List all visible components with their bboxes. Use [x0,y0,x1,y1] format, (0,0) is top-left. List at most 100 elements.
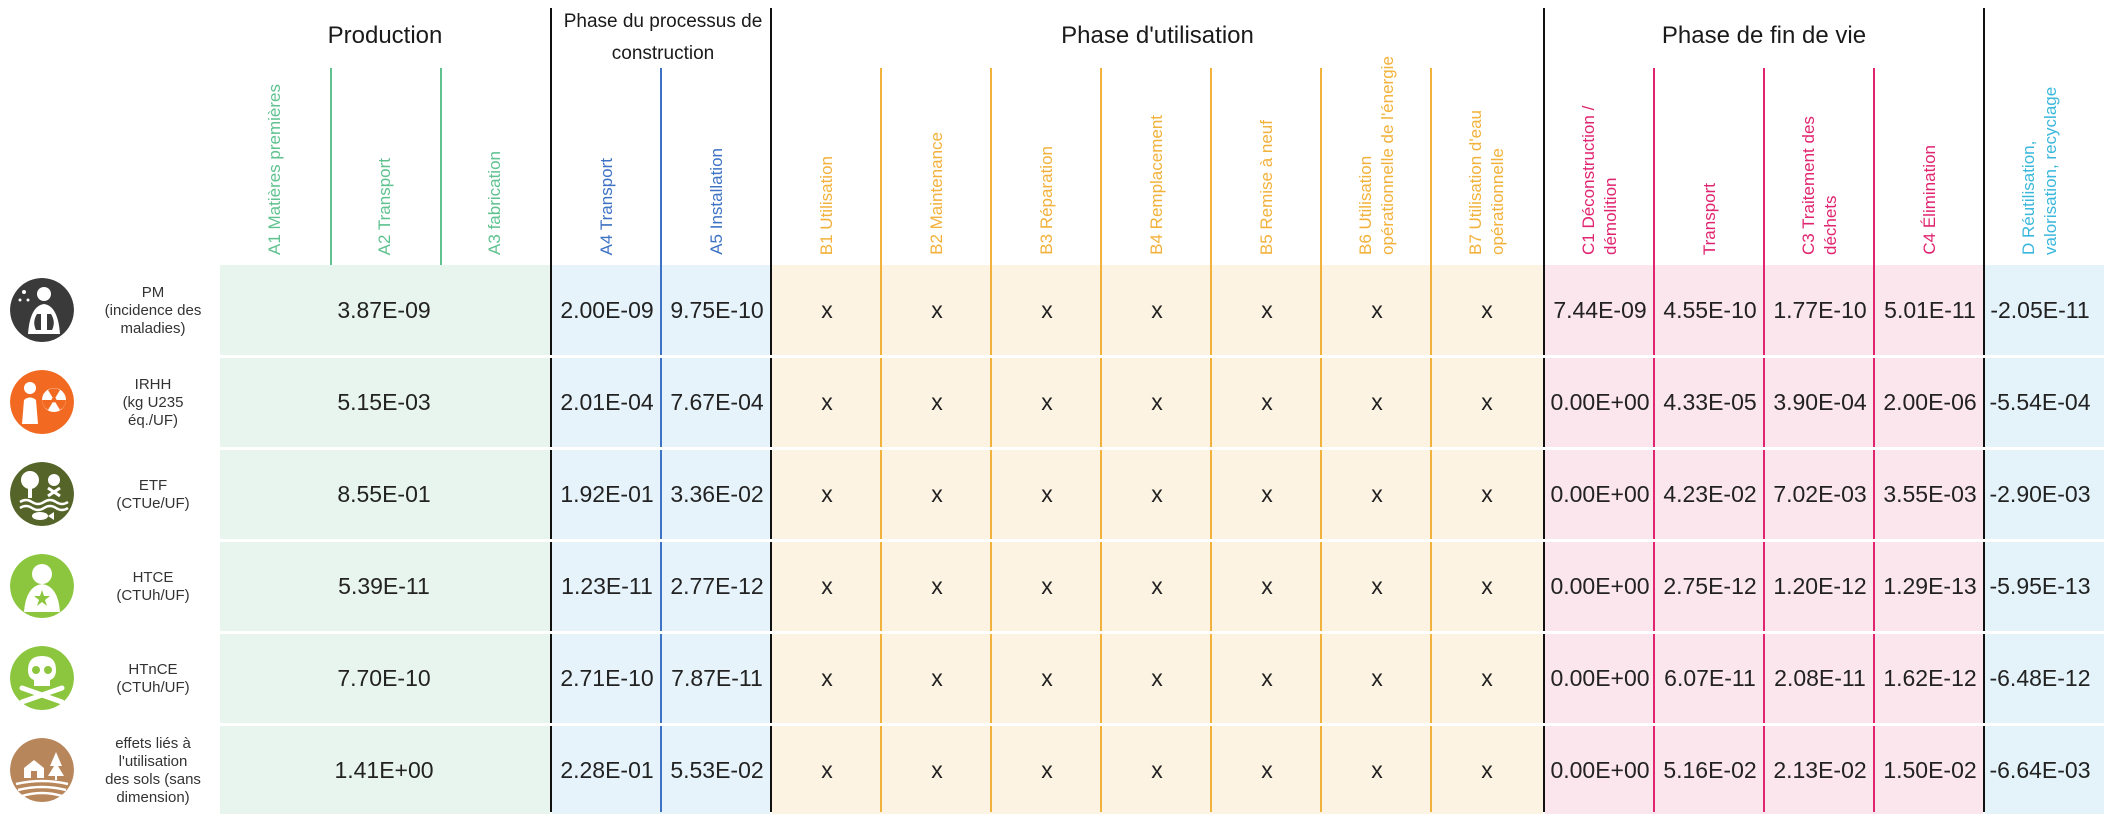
value-cell-c4: 1.29E-13 [1883,572,1977,599]
value-cell-a5: 5.53E-02 [670,756,764,783]
value-cell-b1: x [821,388,833,415]
column-header-label: A4 Transport [597,157,616,255]
indicator-label-text: HTCE (CTUh/UF) [116,569,190,604]
group-title-construction: Phase du processus de construction [563,11,763,64]
value-cell-b2: x [931,664,943,691]
value-cell-c2: 5.16E-02 [1663,756,1757,783]
column-header-label: B1 Utilisation [817,155,836,255]
row-separator [218,355,2104,358]
value-cell-c4: 1.62E-12 [1883,664,1977,691]
row-separator [218,631,2104,634]
value-cell-c1: 0.00E+00 [1550,756,1650,783]
skull-crossbones-icon [10,646,74,710]
value-cell-d: -5.54E-04 [1989,388,2091,415]
value-cell-d: -5.95E-13 [1989,572,2091,599]
column-header-b2: B2 Maintenance [882,132,992,255]
column-header-label: A2 Transport [375,157,394,255]
indicator-label-text: HTnCE (CTUh/UF) [116,661,190,696]
indicator-label: HTCE (CTUh/UF) [88,541,218,633]
construction-divider [660,68,662,812]
production-value-cell: 3.87E-09 [337,296,431,323]
value-cell-b4: x [1151,480,1163,507]
utilisation-divider [1430,68,1432,812]
column-header-label: B6 Utilisation opérationnelle de l'énerg… [1356,56,1397,255]
value-cell-b6: x [1371,296,1383,323]
value-cell-b1: x [821,572,833,599]
column-header-label: B7 Utilisation d'eau opérationnelle [1466,110,1507,255]
value-cell-a5: 3.36E-02 [670,480,764,507]
indicator-label: ETF (CTUe/UF) [88,449,218,541]
group-divider [770,8,772,812]
production-value-cell: 7.70E-10 [337,664,431,691]
value-cell-c2: 2.75E-12 [1663,572,1757,599]
value-cell-c3: 1.77E-10 [1773,296,1867,323]
utilisation-divider [1100,68,1102,812]
value-cell-b7: x [1481,756,1493,783]
value-cell-b7: x [1481,572,1493,599]
column-header-a3: A3 fabrication [440,151,550,255]
value-cell-c4: 2.00E-06 [1883,388,1977,415]
value-cell-b1: x [821,480,833,507]
column-header-label: A5 Installation [707,148,726,255]
value-cell-c2: 6.07E-11 [1664,664,1756,691]
value-cell-b7: x [1481,664,1493,691]
fin-de-vie-divider [1653,68,1655,812]
value-cell-c1: 0.00E+00 [1550,480,1650,507]
value-cell-b2: x [931,572,943,599]
value-cell-d: -2.05E-11 [1990,296,2090,323]
value-cell-c4: 5.01E-11 [1884,296,1976,323]
value-cell-a4: 2.28E-01 [560,756,654,783]
row-separator [218,447,2104,450]
value-cell-a5: 9.75E-10 [670,296,764,323]
value-cell-c3: 1.20E-12 [1773,572,1867,599]
value-cell-b4: x [1151,572,1163,599]
value-cell-b3: x [1041,572,1053,599]
column-header-label: B2 Maintenance [927,132,946,255]
column-header-c1: C1 Déconstruction / démolition [1545,55,1655,255]
ecotoxicity-tree-fish-icon [10,462,74,526]
indicator-label: effets liés à l'utilisation des sols (sa… [88,725,218,817]
value-cell-d: -6.48E-12 [1989,664,2091,691]
value-cell-b4: x [1151,296,1163,323]
value-cell-b5: x [1261,388,1273,415]
column-header-label: A3 fabrication [485,151,504,255]
value-cell-b3: x [1041,756,1053,783]
column-header-label: D Réutilisation, valorisation, recyclage [2019,86,2060,255]
fin-de-vie-divider [1763,68,1765,812]
production-header-divider [440,68,442,265]
value-cell-c1: 0.00E+00 [1550,572,1650,599]
value-cell-d: -6.64E-03 [1989,756,2091,783]
value-cell-b5: x [1261,480,1273,507]
group-divider [1543,8,1545,812]
group-divider [550,8,552,812]
column-header-label: Transport [1700,182,1719,255]
indicator-label-text: IRHH (kg U235 éq./UF) [122,376,184,429]
production-value-cell: 8.55E-01 [337,480,431,507]
group-title-fin-de-vie: Phase de fin de vie [1661,22,1867,49]
indicator-label-text: ETF (CTUe/UF) [116,477,190,512]
value-cell-a4: 2.71E-10 [560,664,654,691]
value-cell-b2: x [931,388,943,415]
fin-de-vie-divider [1873,68,1875,812]
value-cell-b5: x [1261,664,1273,691]
column-header-b7: B7 Utilisation d'eau opérationnelle [1432,55,1542,255]
value-cell-b2: x [931,756,943,783]
column-header-b1: B1 Utilisation [772,156,882,255]
column-header-label: C4 Élimination [1920,145,1939,255]
production-value-cell: 5.39E-11 [338,572,430,599]
indicator-label: IRHH (kg U235 éq./UF) [88,357,218,449]
column-header-a4: A4 Transport [552,158,662,255]
group-title-utilisation: Phase d'utilisation [1061,22,1254,49]
land-use-house-tree-icon [10,738,74,802]
column-header-label: A1 Matières premières [265,83,284,255]
value-cell-c3: 2.08E-11 [1774,664,1866,691]
value-cell-c1: 0.00E+00 [1550,664,1650,691]
column-header-a5: A5 Installation [662,148,772,255]
value-cell-b7: x [1481,296,1493,323]
value-cell-c4: 1.50E-02 [1883,756,1977,783]
column-header-c4: C4 Élimination [1875,145,1985,255]
value-cell-b4: x [1151,388,1163,415]
value-cell-b3: x [1041,296,1053,323]
value-cell-d: -2.90E-03 [1989,480,2091,507]
value-cell-b6: x [1371,756,1383,783]
